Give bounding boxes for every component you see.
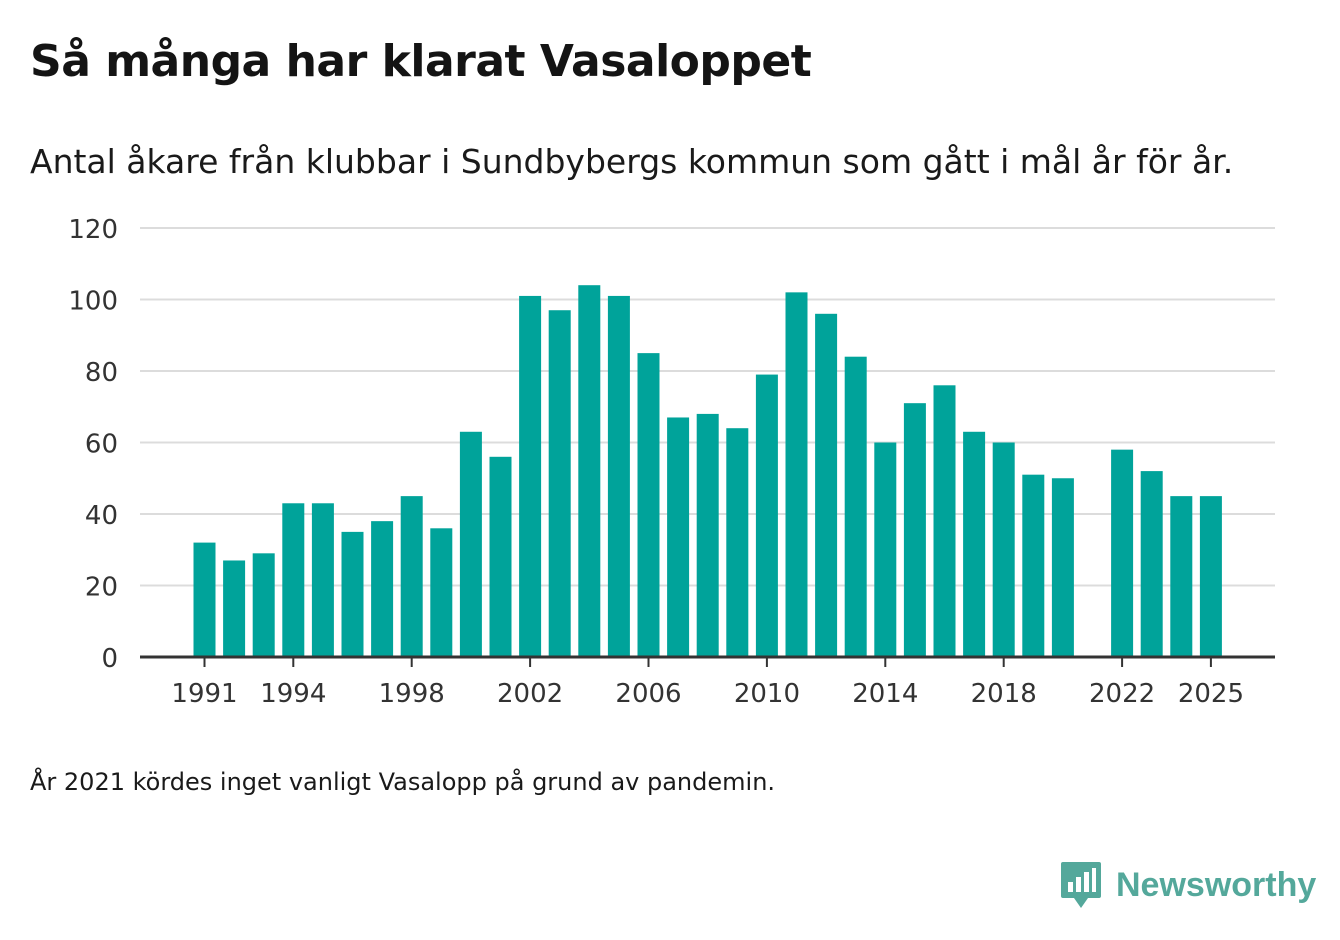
bar-2004 bbox=[578, 285, 601, 657]
bar-2019 bbox=[1022, 474, 1045, 657]
x-tick-label: 2018 bbox=[971, 679, 1037, 709]
bar-2008 bbox=[696, 413, 719, 657]
bar-2011 bbox=[785, 292, 808, 657]
y-tick-label: 20 bbox=[85, 573, 118, 603]
y-tick-label: 0 bbox=[101, 644, 118, 674]
bar-2015 bbox=[903, 403, 926, 657]
x-tick-label: 1991 bbox=[171, 679, 237, 709]
x-tick-label: 2022 bbox=[1089, 679, 1155, 709]
bar-chart: 0 20 40 60 80 100 120 1991 1994 1998 2002 2006 2010… bbox=[68, 215, 1275, 709]
x-tick-label: 2010 bbox=[734, 679, 800, 709]
brand-logo[interactable]: Newsworthy bbox=[1060, 860, 1316, 910]
bar-2001 bbox=[489, 456, 512, 657]
bar-2018 bbox=[992, 442, 1015, 657]
bar-2009 bbox=[726, 428, 749, 657]
bar-2024 bbox=[1170, 496, 1193, 657]
chart-title: Så många har klarat Vasaloppet bbox=[30, 36, 812, 87]
y-tick-label: 60 bbox=[85, 430, 118, 460]
bar-1991 bbox=[193, 542, 216, 657]
bar-2003 bbox=[548, 310, 571, 657]
chart-subtitle: Antal åkare från klubbar i Sundbybergs k… bbox=[30, 142, 1234, 181]
bar-2012 bbox=[815, 313, 838, 657]
bar-2007 bbox=[667, 417, 690, 657]
x-tick-label: 2002 bbox=[497, 679, 563, 709]
y-tick-label: 40 bbox=[85, 501, 118, 531]
y-tick-label: 100 bbox=[68, 287, 118, 317]
bar-2006 bbox=[637, 353, 660, 657]
bar-1999 bbox=[430, 528, 453, 657]
bar-2010 bbox=[755, 374, 778, 657]
bar-2014 bbox=[874, 442, 897, 657]
bar-2005 bbox=[607, 295, 630, 657]
x-tick-label: 2025 bbox=[1178, 679, 1244, 709]
bar-2000 bbox=[459, 431, 482, 657]
bar-2025 bbox=[1199, 496, 1222, 657]
newsworthy-logo-icon bbox=[1061, 862, 1101, 908]
brand-name: Newsworthy bbox=[1116, 865, 1317, 904]
bar-1997 bbox=[371, 521, 394, 657]
footnote: År 2021 kördes inget vanligt Vasalopp på… bbox=[30, 768, 776, 796]
bar-2016 bbox=[933, 385, 956, 657]
x-tick-label: 1998 bbox=[379, 679, 445, 709]
x-tick-label: 1994 bbox=[260, 679, 326, 709]
bar-2017 bbox=[963, 431, 986, 657]
x-axis bbox=[140, 655, 1275, 667]
y-axis-labels: 0 20 40 60 80 100 120 bbox=[68, 215, 118, 674]
y-tick-label: 80 bbox=[85, 358, 118, 388]
bar-1998 bbox=[400, 496, 423, 657]
bars bbox=[193, 285, 1222, 657]
y-tick-label: 120 bbox=[68, 215, 118, 245]
bar-2020 bbox=[1051, 478, 1074, 657]
x-tick-label: 2006 bbox=[615, 679, 681, 709]
bar-2002 bbox=[519, 295, 542, 657]
bar-2022 bbox=[1111, 449, 1134, 657]
x-axis-labels: 1991 1994 1998 2002 2006 2010 2014 2018 2022 2025 bbox=[171, 679, 1244, 709]
bar-1992 bbox=[223, 560, 246, 657]
bar-1994 bbox=[282, 503, 305, 657]
bar-2013 bbox=[844, 356, 867, 657]
bar-1995 bbox=[311, 503, 334, 657]
x-tick-label: 2014 bbox=[852, 679, 918, 709]
bar-1993 bbox=[252, 553, 275, 657]
bar-2023 bbox=[1140, 471, 1163, 657]
bar-1996 bbox=[341, 531, 364, 657]
